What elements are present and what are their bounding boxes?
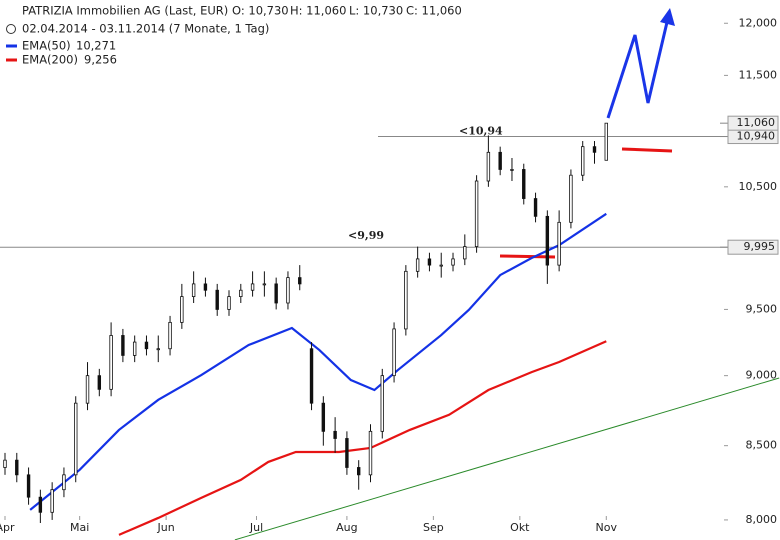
x-tick-label: Sep	[423, 521, 444, 534]
ohlc-close: C: 11,060	[406, 4, 462, 18]
candle-body	[85, 375, 90, 404]
candle-body	[557, 221, 561, 266]
candle-body	[592, 146, 597, 153]
candle-body	[545, 215, 550, 266]
y-tick-label: 9,000	[746, 369, 778, 382]
price-tag	[727, 239, 779, 255]
ema-line	[29, 212, 607, 511]
x-tick-label: Mai	[70, 521, 89, 534]
x-tick-label: Aug	[336, 521, 357, 534]
y-tick-label: 8,500	[746, 439, 778, 452]
candle-body	[239, 289, 243, 297]
x-tick-label: Jul	[249, 521, 263, 534]
drawn-target	[621, 147, 673, 153]
candle-body	[368, 430, 373, 476]
candle-body	[333, 430, 337, 439]
candle-body	[144, 341, 149, 350]
x-tick-label: Jun	[157, 521, 175, 534]
candle-body	[180, 296, 184, 323]
y-tick-label: 12,000	[739, 16, 778, 29]
candle-body	[380, 375, 384, 432]
candle-body	[533, 198, 538, 217]
candle-body	[439, 264, 443, 267]
candle-body	[191, 283, 196, 297]
forecast-drawing	[499, 8, 675, 259]
candle-body	[498, 151, 502, 170]
price-tag-label: 9,995	[744, 240, 776, 253]
candle-body	[569, 174, 573, 223]
candle-body	[262, 283, 267, 286]
ema-line	[118, 340, 607, 536]
candle-body	[50, 489, 54, 513]
candle-body	[522, 169, 526, 199]
x-tick-label: Apr	[0, 521, 15, 534]
legend-value: 10,271	[76, 39, 116, 53]
candle-body	[356, 467, 361, 476]
candle-body	[38, 496, 43, 513]
y-tick-label: 8,000	[746, 513, 778, 526]
candle-body	[309, 348, 314, 404]
candle-body	[298, 277, 302, 285]
candle-body	[62, 474, 66, 491]
candle-body	[121, 335, 125, 356]
annotation: <9,99	[348, 229, 384, 242]
price-tag	[727, 115, 779, 131]
candle-body	[274, 283, 278, 304]
price-tag-label: 10,940	[737, 130, 776, 143]
candle-body	[392, 328, 396, 377]
candle-body	[463, 246, 467, 260]
candle-body	[474, 180, 479, 247]
ohlc-low: L: 10,730	[349, 4, 403, 18]
candle-body	[415, 258, 420, 272]
candle-body	[486, 151, 491, 182]
candle-body	[581, 146, 585, 176]
y-tick-label: 11,500	[739, 68, 778, 81]
candle-body	[345, 438, 349, 468]
ohlc-high: H: 11,060	[290, 4, 346, 18]
y-tick-label: 9,500	[746, 302, 778, 315]
drawn-arrow	[606, 17, 670, 119]
price-tag-label: 11,060	[737, 116, 776, 129]
candle-body	[604, 122, 608, 161]
candle-body	[15, 459, 19, 476]
clock-icon	[6, 24, 16, 34]
candle-body	[250, 283, 255, 291]
candle-body	[26, 474, 31, 498]
candle-body	[109, 335, 113, 390]
candle-body	[510, 169, 514, 171]
legend-label: EMA(200)	[22, 53, 78, 67]
candle-body	[215, 289, 219, 310]
annotation: <10,94	[459, 125, 503, 138]
date-range: 02.04.2014 - 03.11.2014 (7 Monate, 1 Tag…	[22, 22, 269, 36]
candle-body	[74, 402, 78, 476]
legend-label: EMA(50)	[22, 39, 71, 53]
trendline	[234, 377, 780, 540]
arrow-head	[660, 8, 675, 26]
candle-body	[156, 348, 160, 351]
candle-body	[427, 258, 432, 266]
y-tick-label: 10,500	[739, 180, 778, 193]
x-tick-label: Okt	[510, 521, 530, 534]
candle-body	[132, 341, 137, 356]
candle-body	[97, 375, 102, 390]
candle-body	[321, 402, 326, 432]
candle-body	[227, 296, 231, 310]
candle-body	[168, 321, 172, 350]
legend-value: 9,256	[84, 53, 117, 67]
candle-body	[3, 459, 7, 468]
candle-body	[286, 277, 290, 304]
title: PATRIZIA Immobilien AG (Last, EUR)	[22, 4, 228, 18]
header: PATRIZIA Immobilien AG (Last, EUR) O: 10…	[6, 4, 462, 36]
x-tick-label: Nov	[596, 521, 618, 534]
candle-body	[404, 270, 408, 330]
ohlc-open: O: 10,730	[232, 4, 289, 18]
candle-body	[451, 258, 455, 266]
candle-body	[203, 283, 208, 291]
